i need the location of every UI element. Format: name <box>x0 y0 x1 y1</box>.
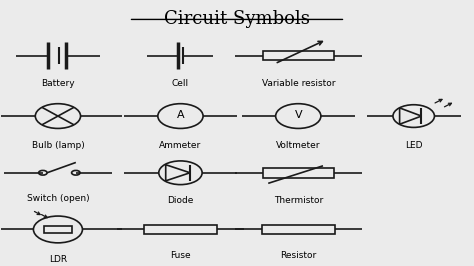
Text: Voltmeter: Voltmeter <box>276 140 320 149</box>
Bar <box>263 51 334 60</box>
Text: Ammeter: Ammeter <box>159 140 201 149</box>
Text: Switch (open): Switch (open) <box>27 194 89 203</box>
Bar <box>144 225 217 234</box>
Text: Resistor: Resistor <box>280 251 316 260</box>
Bar <box>263 168 334 178</box>
Bar <box>44 226 72 233</box>
Text: Battery: Battery <box>41 79 75 88</box>
Bar <box>262 225 335 234</box>
Text: Variable resistor: Variable resistor <box>262 79 335 88</box>
Text: Bulb (lamp): Bulb (lamp) <box>32 140 84 149</box>
Text: Cell: Cell <box>172 79 189 88</box>
Text: Thermistor: Thermistor <box>273 196 323 205</box>
Text: Fuse: Fuse <box>170 251 191 260</box>
Text: Circuit Symbols: Circuit Symbols <box>164 10 310 28</box>
Text: LDR: LDR <box>49 255 67 264</box>
Text: Diode: Diode <box>167 196 194 205</box>
Text: V: V <box>294 110 302 120</box>
Text: LED: LED <box>405 140 422 149</box>
Text: A: A <box>177 110 184 120</box>
